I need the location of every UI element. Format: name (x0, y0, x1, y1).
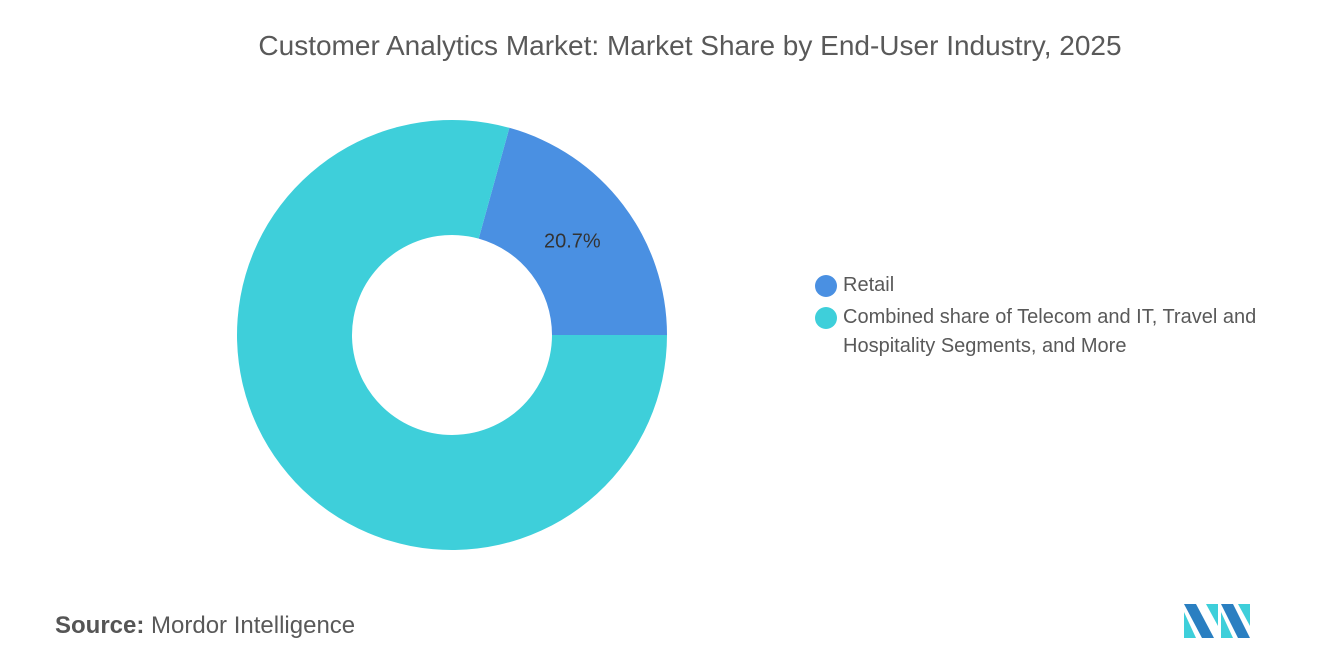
legend-label: Combined share of Telecom and IT, Travel… (843, 306, 1257, 357)
source-label: Source: (55, 612, 145, 639)
donut-slice-retail (478, 127, 667, 335)
mordor-logo-icon (1184, 604, 1250, 638)
source-note: Source: Mordor Intelligence (55, 612, 355, 640)
legend-item-other: Combined share of Telecom and IT, Travel… (815, 303, 1283, 361)
chart-title: Customer Analytics Market: Market Share … (258, 30, 1122, 61)
legend-label: Retail (843, 274, 895, 296)
source-value: Mordor Intelligence (151, 612, 356, 639)
donut-slice-other (237, 120, 668, 551)
legend-swatch-retail (815, 275, 837, 297)
legend-swatch-other (815, 307, 837, 329)
legend-item-retail: Retail (815, 271, 1273, 300)
data-label-retail: 20.7% (544, 231, 601, 253)
